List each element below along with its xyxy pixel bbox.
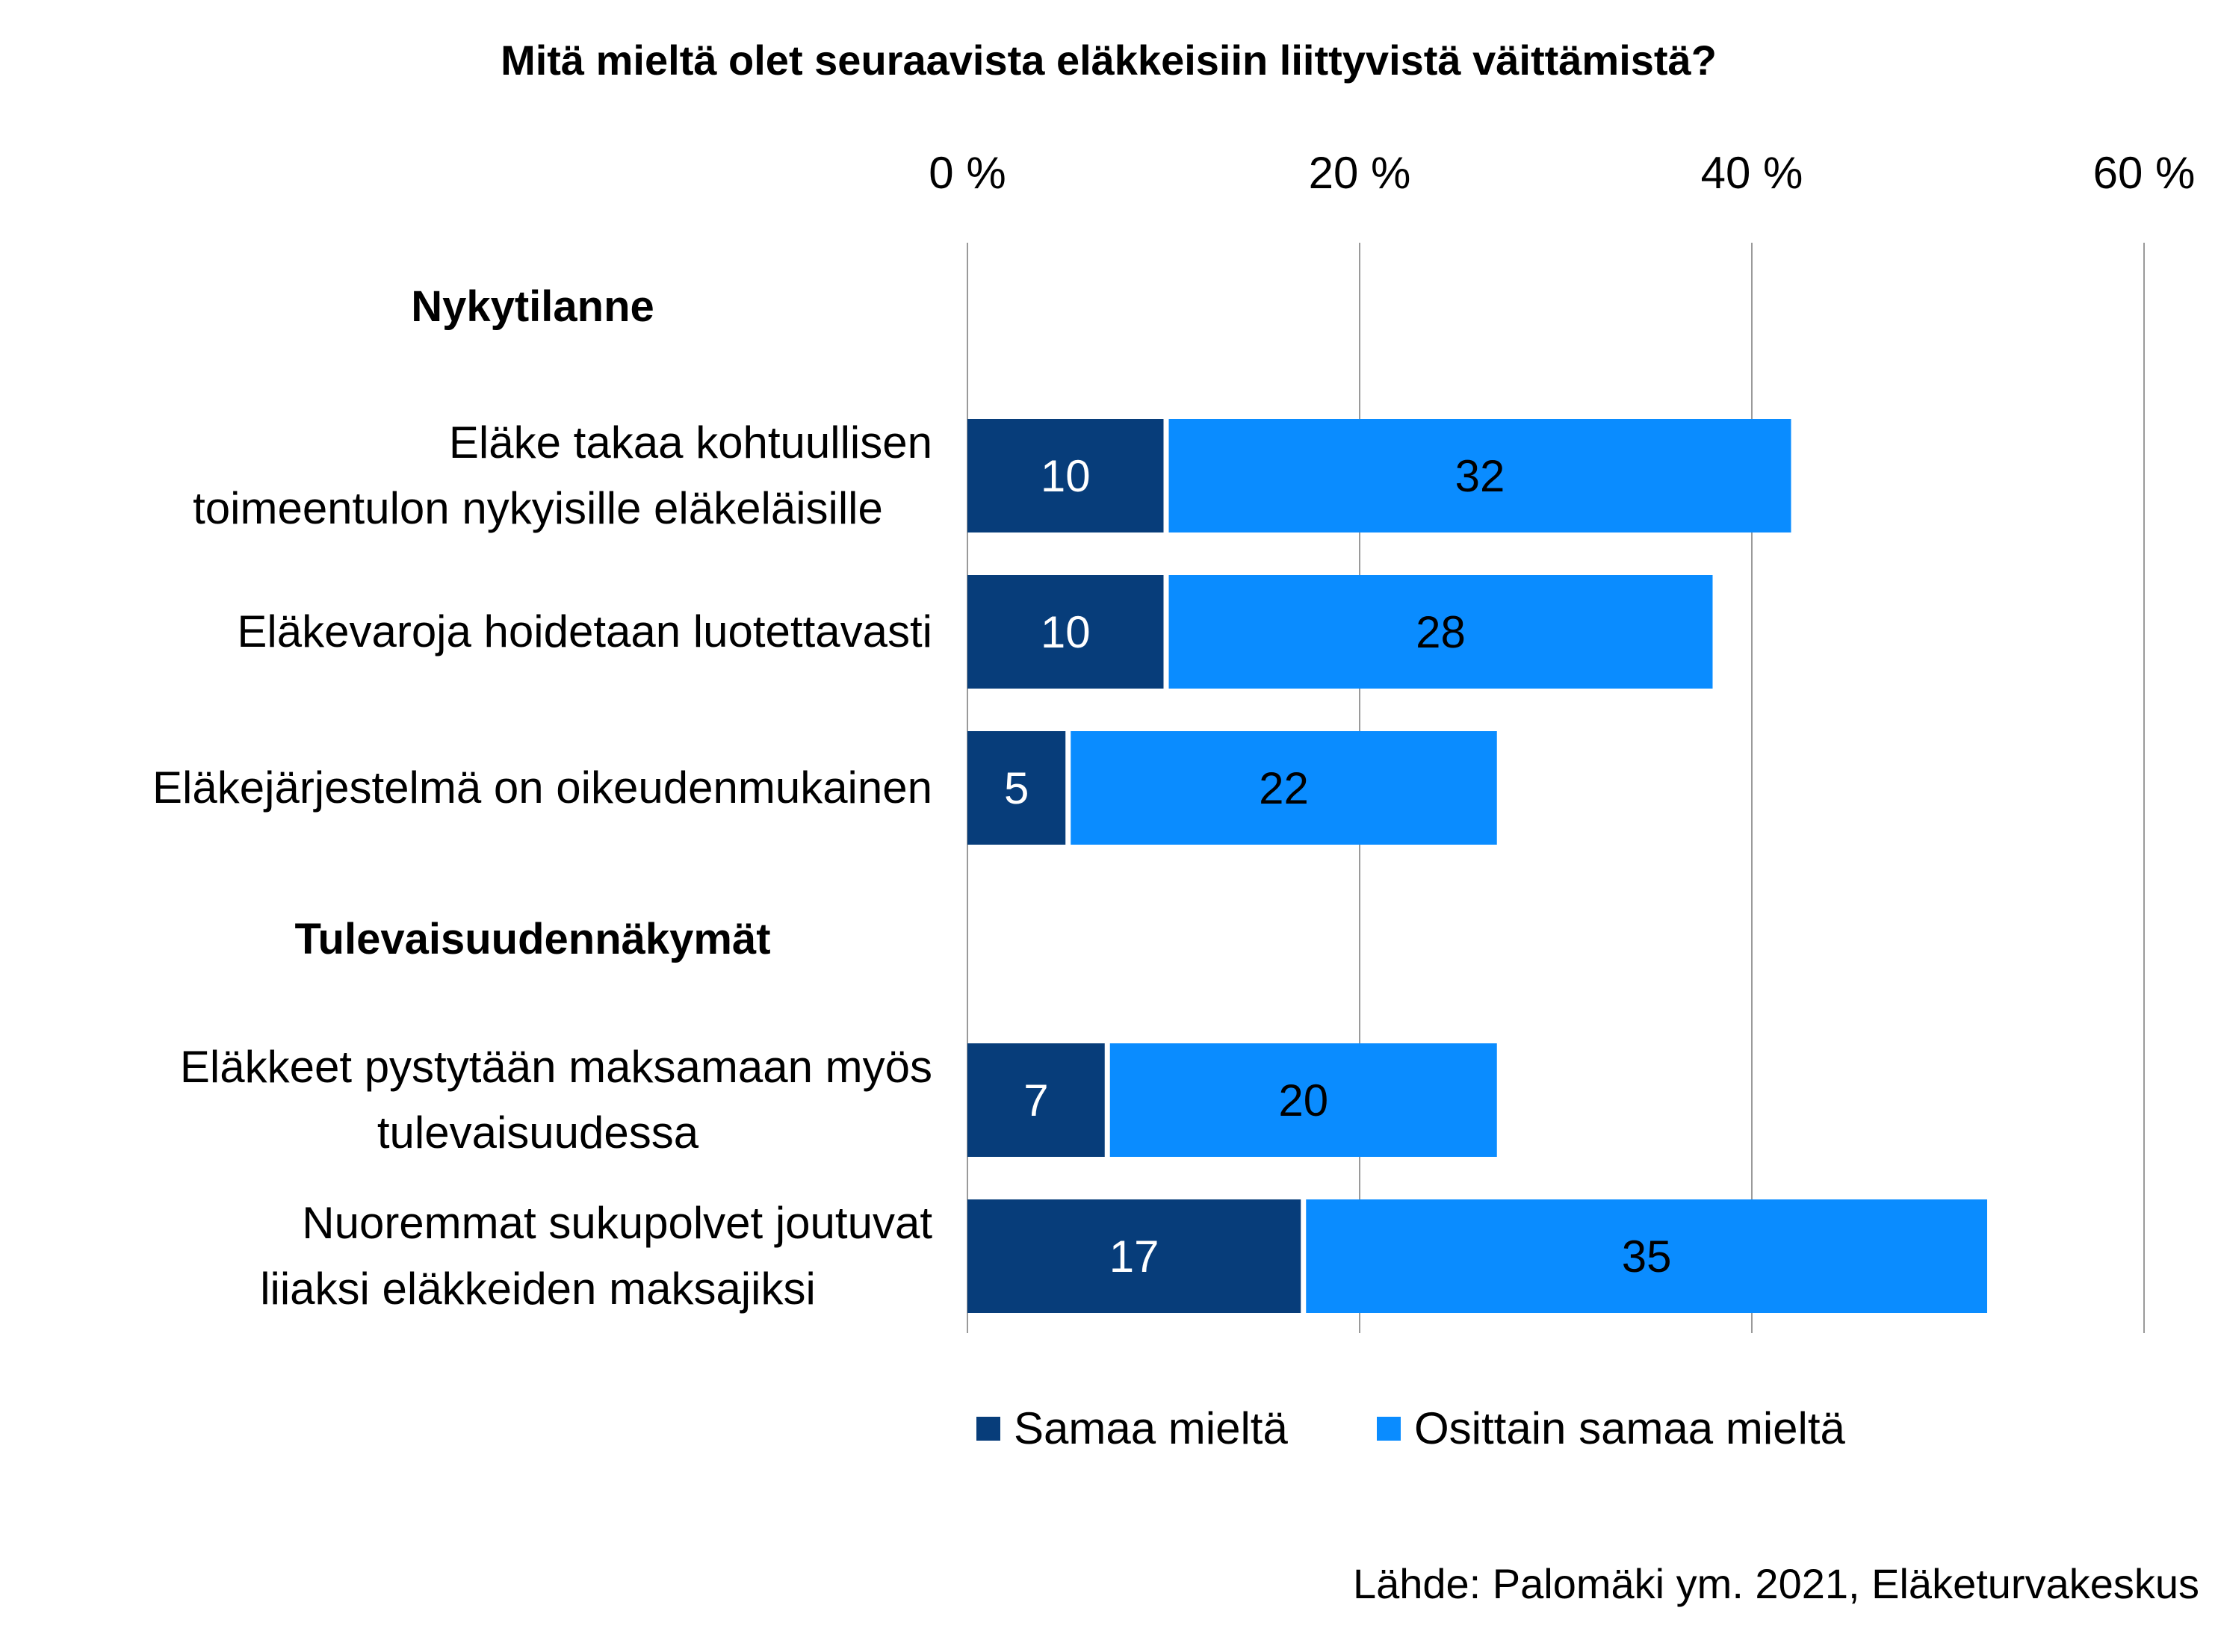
bar-osittain-samaa-mielta: [1168, 575, 1713, 689]
data-label-osittain: 22: [1259, 763, 1309, 813]
category-label: Eläkkeet pystytään maksamaan myös: [180, 1042, 932, 1092]
bar-samaa-mielta: [967, 575, 1164, 689]
category-label: Eläkejärjestelmä on oikeudenmukainen: [152, 763, 932, 813]
x-tick-label: 20 %: [1309, 148, 1411, 198]
bar-samaa-mielta: [967, 731, 1066, 845]
data-label-samaa: 10: [1041, 451, 1091, 501]
chart-title: Mitä mieltä olet seuraavista eläkkeisiin…: [501, 37, 1717, 84]
category-label: Eläkevaroja hoidetaan luotettavasti: [237, 606, 932, 656]
group-label: Nykytilanne: [411, 282, 654, 331]
source-note: Lähde: Palomäki ym. 2021, Eläketurvakesk…: [1353, 1560, 2199, 1607]
bar-osittain-samaa-mielta: [1109, 1043, 1497, 1157]
x-tick-label: 40 %: [1701, 148, 1803, 198]
bar-osittain-samaa-mielta: [1306, 1199, 1987, 1313]
data-label-samaa: 5: [1004, 763, 1029, 813]
bar-samaa-mielta: [967, 1199, 1301, 1313]
bar-samaa-mielta: [967, 1043, 1105, 1157]
x-tick-label: 0 %: [929, 148, 1006, 198]
x-tick-label: 60 %: [2093, 148, 2196, 198]
data-label-samaa: 10: [1041, 607, 1091, 657]
data-label-osittain: 20: [1278, 1075, 1328, 1125]
data-label-samaa: 17: [1109, 1232, 1159, 1282]
bar-osittain-samaa-mielta: [1168, 419, 1791, 532]
legend-swatch: [1377, 1417, 1401, 1441]
legend-label: Samaa mieltä: [1014, 1403, 1288, 1453]
bars: 10 32 10 28 5 22 7 20 17 35: [967, 419, 1987, 1313]
x-axis-ticks: 0 % 20 % 40 % 60 %: [929, 148, 2195, 198]
data-label-samaa: 7: [1023, 1075, 1048, 1125]
data-label-osittain: 28: [1416, 607, 1466, 657]
legend: Samaa mieltä Osittain samaa mieltä: [976, 1403, 1846, 1453]
category-label: tulevaisuudessa: [377, 1108, 699, 1158]
category-label: toimeentulon nykyisille eläkeläisille: [193, 483, 883, 533]
bar-osittain-samaa-mielta: [1071, 731, 1497, 845]
bar-samaa-mielta: [967, 419, 1164, 532]
category-label: Eläke takaa kohtuullisen: [449, 417, 932, 468]
group-labels: Nykytilanne Tulevaisuudennäkymät: [294, 282, 770, 963]
legend-label: Osittain samaa mieltä: [1414, 1403, 1846, 1453]
data-label-osittain: 35: [1622, 1232, 1672, 1282]
legend-swatch: [976, 1417, 1000, 1441]
group-label: Tulevaisuudennäkymät: [294, 915, 770, 963]
category-labels: Eläke takaa kohtuullisen toimeentulon nyk…: [152, 417, 932, 1314]
data-label-osittain: 32: [1455, 451, 1505, 501]
category-label: liiaksi eläkkeiden maksajiksi: [260, 1264, 816, 1314]
category-label: Nuoremmat sukupolvet joutuvat: [302, 1198, 932, 1248]
